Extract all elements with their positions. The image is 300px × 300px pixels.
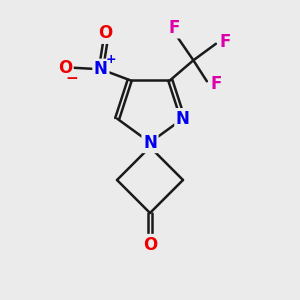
Text: O: O bbox=[98, 24, 112, 42]
Text: F: F bbox=[220, 33, 231, 51]
Text: F: F bbox=[211, 75, 222, 93]
Text: +: + bbox=[105, 53, 116, 66]
Text: O: O bbox=[143, 236, 157, 253]
Text: N: N bbox=[94, 60, 108, 78]
Text: N: N bbox=[176, 110, 190, 128]
Text: −: − bbox=[65, 71, 78, 86]
Text: N: N bbox=[143, 134, 157, 152]
Text: O: O bbox=[58, 59, 72, 77]
Text: F: F bbox=[168, 19, 180, 37]
